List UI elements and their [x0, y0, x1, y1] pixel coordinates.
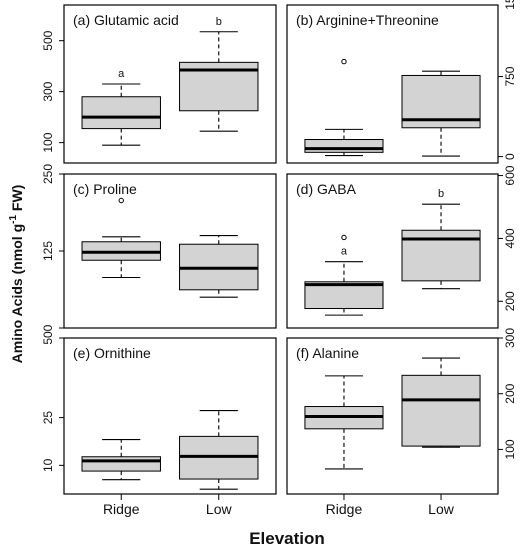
significance-letter: b: [216, 16, 222, 28]
outlier-point: [341, 234, 347, 241]
y-tick-label: 600: [503, 165, 517, 185]
panel-frame: [286, 4, 499, 164]
panel-frame: [63, 4, 277, 164]
y-tick-label: 750: [503, 66, 517, 86]
y-axis-title-tail: FW): [9, 185, 25, 215]
outlier-point: [341, 58, 347, 65]
y-tick-label: 400: [503, 228, 517, 248]
x-tick-label-ridge: Ridge: [326, 501, 363, 517]
box-ridge: a: [81, 68, 161, 146]
panel-5: (e) Ornithine 10 25 50: [41, 331, 277, 495]
panel-frame: [63, 337, 277, 495]
y-axis-title: Amino Acids (nmol g-1 FW): [8, 185, 25, 364]
panel-title: (a) Glutamic acid: [73, 12, 179, 28]
y-tick-label: 0: [41, 324, 55, 331]
box-low: [401, 70, 481, 157]
panel-title: (c) Proline: [73, 181, 137, 197]
box-iqr: [81, 456, 161, 472]
y-tick-label: 1500: [503, 0, 517, 10]
box-ridge: [304, 58, 384, 157]
x-tick-labels: Ridge Low Ridge Low: [103, 494, 455, 517]
y-axis-title-main: Amino Acids (nmol g: [9, 224, 25, 363]
y-tick-label: 300: [503, 328, 517, 348]
significance-letter: b: [438, 188, 444, 200]
box-low: [401, 357, 481, 448]
x-axis-title: Elevation: [249, 529, 325, 548]
panel-title: (f) Alanine: [296, 345, 359, 361]
box-low: b: [401, 188, 481, 290]
panel-2: (b) Arginine+Threonine 0 750 1500: [286, 0, 517, 164]
panel-6: (f) Alanine 100 200 300: [286, 328, 517, 495]
panel-4: (d) GABA 200 400 600 a b: [286, 165, 517, 329]
box-iqr: [304, 281, 384, 310]
panel-frame: [286, 337, 499, 495]
panel-title: (e) Ornithine: [73, 345, 151, 361]
y-tick-label: 10: [41, 458, 55, 472]
panel-title: (b) Arginine+Threonine: [296, 12, 439, 28]
y-tick-label: 100: [503, 439, 517, 459]
y-tick-label: 250: [41, 164, 55, 184]
box-iqr: [401, 374, 481, 447]
significance-letter: a: [341, 246, 348, 258]
panel-title: (d) GABA: [296, 181, 357, 197]
y-tick-label: 300: [41, 81, 55, 101]
box-ridge: [81, 439, 161, 481]
panel-frame: [286, 173, 499, 329]
box-ridge: [81, 197, 161, 279]
box-iqr: [81, 96, 161, 130]
y-tick-label: 0: [503, 153, 517, 160]
y-tick-label: 200: [503, 383, 517, 403]
y-tick-label: 500: [41, 30, 55, 50]
y-tick-label: 100: [41, 132, 55, 152]
box-low: [179, 235, 259, 298]
y-axis-title-sup: -1: [8, 215, 19, 224]
y-tick-label: 200: [503, 291, 517, 311]
y-tick-label: 125: [41, 241, 55, 261]
box-ridge: [304, 375, 384, 470]
box-low: b: [179, 16, 259, 132]
box-ridge: a: [304, 234, 384, 316]
x-tick-label-low: Low: [428, 501, 455, 517]
y-tick-label: 25: [41, 411, 55, 425]
panel-3: (c) Proline 0 125 250: [41, 164, 277, 331]
box-low: [179, 410, 259, 490]
panel-1: (a) Glutamic acid 100 300 500 a b: [41, 4, 277, 164]
x-tick-label-low: Low: [206, 501, 233, 517]
box-iqr: [304, 139, 384, 153]
outlier-point: [118, 197, 124, 204]
significance-letter: a: [118, 68, 125, 80]
x-tick-label-ridge: Ridge: [103, 501, 140, 517]
y-tick-label: 50: [41, 331, 55, 345]
